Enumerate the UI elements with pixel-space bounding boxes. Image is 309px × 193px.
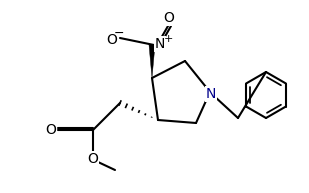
Text: +: +: [163, 34, 173, 44]
Polygon shape: [149, 45, 155, 78]
Text: N: N: [155, 37, 165, 51]
Text: O: O: [163, 11, 175, 25]
Text: O: O: [45, 123, 57, 137]
Text: −: −: [114, 26, 124, 40]
Text: N: N: [206, 87, 216, 101]
Text: O: O: [107, 33, 117, 47]
Text: O: O: [87, 152, 99, 166]
